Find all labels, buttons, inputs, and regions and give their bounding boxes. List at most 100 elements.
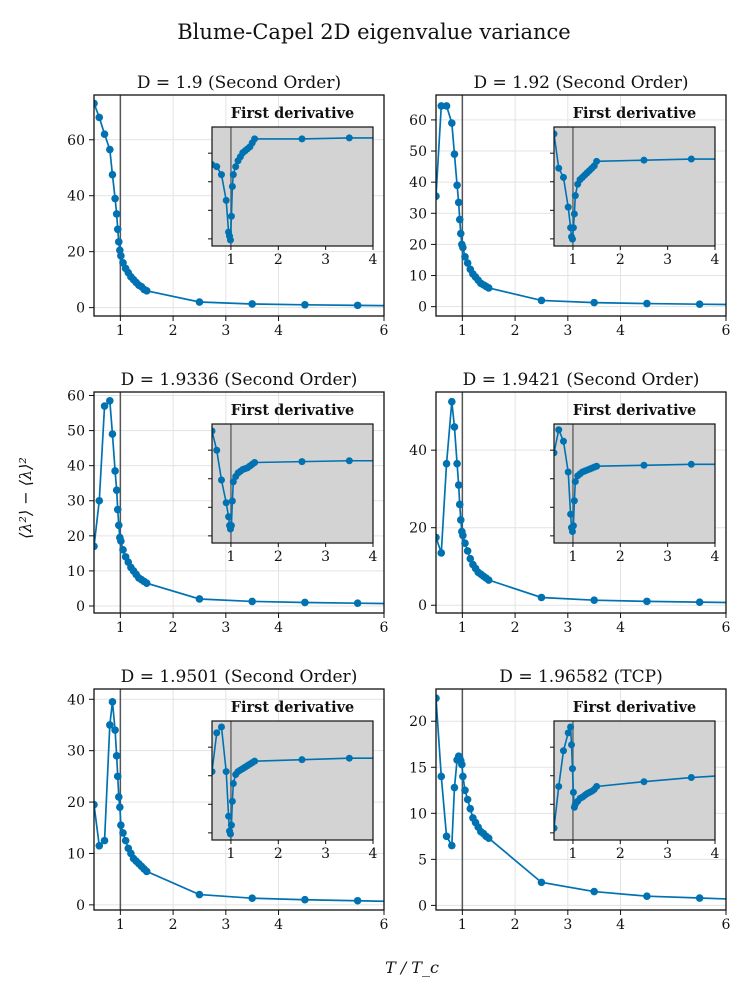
inset-data-point [555,782,563,790]
inset-first-derivative: First derivative 1 2 3 4 [208,402,378,565]
inset-data-point [554,130,558,138]
data-point [111,467,119,475]
inset-data-point [555,426,563,434]
data-point [448,841,456,850]
x-tick-label: 2 [169,620,178,636]
inset-series-group [212,427,373,533]
series-line [436,401,726,604]
data-point [442,102,451,110]
data-point [484,576,493,584]
data-point [111,726,119,734]
x-tick-label: 2 [511,323,520,339]
data-point [436,533,440,542]
y-tick-label: 10 [67,846,85,862]
data-point [455,215,464,224]
y-tick-label: 10 [67,564,85,580]
inset-data-point [569,224,577,232]
y-tick-label: 20 [67,245,85,261]
inset-x-tick-label: 4 [711,549,720,565]
inset-x-tick-label: 3 [321,549,330,565]
series-group [436,102,726,308]
data-point [114,793,123,801]
data-point [117,252,125,260]
data-point [106,721,114,729]
inset-series-group [212,134,373,244]
x-tick-label: 1 [116,323,125,339]
inset-x-tick-label: 2 [616,549,625,565]
y-tick-label: 40 [67,189,85,205]
data-point [448,119,456,127]
data-point [466,554,475,563]
inset-data-point [564,203,572,211]
inset-data-point [232,163,240,171]
inset-data-point [226,236,234,244]
inset-x-tick-label: 2 [274,549,283,565]
series-group [94,99,415,310]
x-tick-label: 6 [722,620,731,636]
inset-data-point [735,771,742,778]
panel-4: D = 1.9421 (Second Order) 1 2 3 4 6 0 20 40 First… [409,370,731,636]
y-axis-label: ⟨λ²⟩ − ⟨λ⟩² [16,457,35,539]
data-point [95,113,104,122]
data-point [537,593,546,602]
data-point [121,836,130,845]
y-tick-label: 0 [418,300,427,316]
data-point [458,760,466,769]
data-point [643,299,651,308]
inset-data-point [687,155,695,163]
data-point [466,804,475,813]
inset-data-point [251,459,259,466]
data-point [95,496,104,505]
data-point [108,430,117,438]
panel-1: D = 1.9 (Second Order)1 2 3 4 60204060First … [67,73,415,339]
data-point [248,894,256,902]
data-point [301,301,309,309]
data-point [108,698,117,706]
inset-data-point [568,741,576,749]
x-tick-label: 3 [563,917,572,933]
data-point [114,521,123,530]
x-tick-label: 4 [616,323,625,339]
x-tick-label: 6 [722,917,731,933]
data-point [407,898,415,906]
plot-frame [93,94,385,317]
inset-series-group [554,426,715,535]
data-point [450,423,459,431]
y-tick-label: 0 [76,898,85,914]
series-group [436,694,726,902]
inset-x-tick-label: 1 [568,549,577,565]
panel-title: D = 1.9336 (Second Order) [121,370,358,390]
inset-data-point [568,765,576,773]
data-point [461,539,469,548]
inset-x-tick-label: 1 [226,252,235,268]
inset-data-point [298,458,306,466]
inset-data-point [570,210,578,218]
y-tick-label: 20 [409,237,427,253]
data-point [453,181,461,190]
inset-data-point [567,723,575,731]
series-group [94,396,415,608]
data-point [407,302,415,310]
inset-x-tick-label: 3 [321,846,330,862]
data-point [116,803,124,812]
plot-frame [435,391,727,614]
data-point [459,243,467,252]
y-tick-label: 20 [67,795,85,811]
data-point [407,600,415,608]
data-point [195,298,204,306]
y-tick-label: 40 [409,443,427,459]
data-point [484,284,493,292]
data-point [142,579,151,587]
inset-data-point [251,135,259,143]
inset-x-tick-label: 3 [663,549,672,565]
inset-data-point [222,768,230,776]
data-point [114,238,123,246]
inset-first-derivative: First derivative 1 2 3 4 [550,105,720,268]
inset-frame [211,720,374,841]
data-point [113,505,122,514]
inset-data-point [555,164,563,172]
x-tick-label: 2 [169,917,178,933]
x-tick-label: 2 [511,917,520,933]
plot-frame [93,391,385,614]
